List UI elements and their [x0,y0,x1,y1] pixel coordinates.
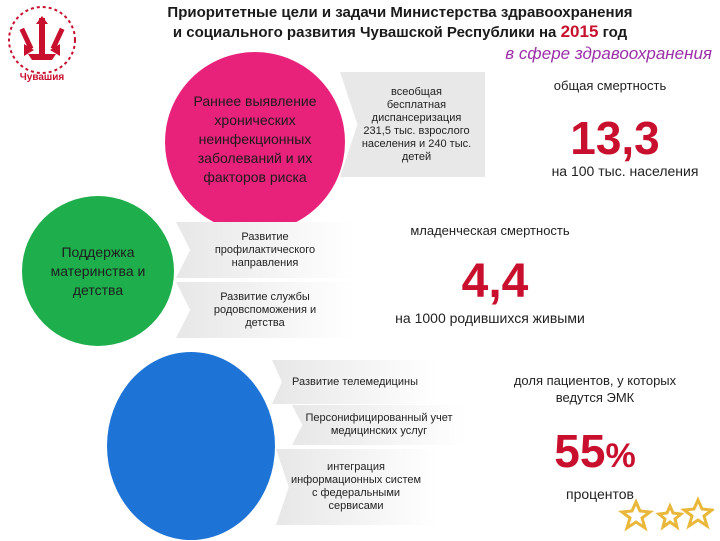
emk-share-unit: процентов [565,486,634,502]
callout-prophylactic-text: Развитие профилактического направления [214,230,316,269]
title-year: 2015 [560,22,599,41]
infant-mortality-unit: на 1000 родившихся живыми [395,310,585,326]
infant-mortality-label: младенческая смертность [410,223,570,238]
infant-mortality-value: 4,4 [461,255,529,308]
title-line-2-text: и социального развития Чувашской Республ… [172,24,557,41]
callout-telemedicine: Развитие телемедицины [272,360,438,404]
mortality-value: 13,3 [570,112,660,164]
callout-dispanserization: всеобщая бесплатная диспансеризация 231,… [340,72,485,177]
callout-integration-text: интеграция информационных систем с федер… [290,461,422,512]
title-line-2: и социального развития Чувашской Республ… [120,22,680,42]
logo-text: Чувашия [19,72,65,83]
circle-maternity-support: Поддержка материнства и детства [22,196,174,346]
page-subtitle: в сфере здравоохранения [505,44,712,63]
callout-maternity-service-text: Развитие службы родовспоможения и детств… [213,290,317,329]
callout-prophylactic: Развитие профилактического направления [176,222,354,278]
title-line-1: Приоритетные цели и задачи Министерства … [167,4,633,21]
page-title: Приоритетные цели и задачи Министерства … [120,3,680,42]
emk-share-percent: % [605,437,636,475]
circle-informatization [107,352,275,540]
callout-telemedicine-text: Развитие телемедицины [292,375,418,388]
callout-personalized-accounting: Персонифицированный учет медицинских усл… [292,405,466,445]
circle-maternity-support-label: Поддержка материнства и детства [50,243,146,298]
emk-share-value: 55% [535,425,655,482]
emk-share-number: 55 [554,425,606,477]
circle-early-detection-label: Раннее выявление хронических неинфекцион… [193,92,317,185]
callout-maternity-service: Развитие службы родовспоможения и детств… [176,282,354,338]
callout-personalized-accounting-text: Персонифицированный учет медицинских усл… [305,412,453,437]
decorative-stars-icon [614,496,716,536]
callout-integration: интеграция информационных систем с федер… [276,449,436,525]
chuvash-emblem-icon: Чувашия [4,4,80,86]
mortality-unit: на 100 тыс. населения [551,163,699,179]
title-suffix: год [602,24,628,41]
mortality-label: общая смертность [553,78,667,93]
circle-early-detection: Раннее выявление хронических неинфекцион… [165,52,345,232]
emk-share-label: доля пациентов, у которых ведутся ЭМК [513,373,677,405]
callout-dispanserization-text: всеобщая бесплатная диспансеризация 231,… [361,85,472,163]
